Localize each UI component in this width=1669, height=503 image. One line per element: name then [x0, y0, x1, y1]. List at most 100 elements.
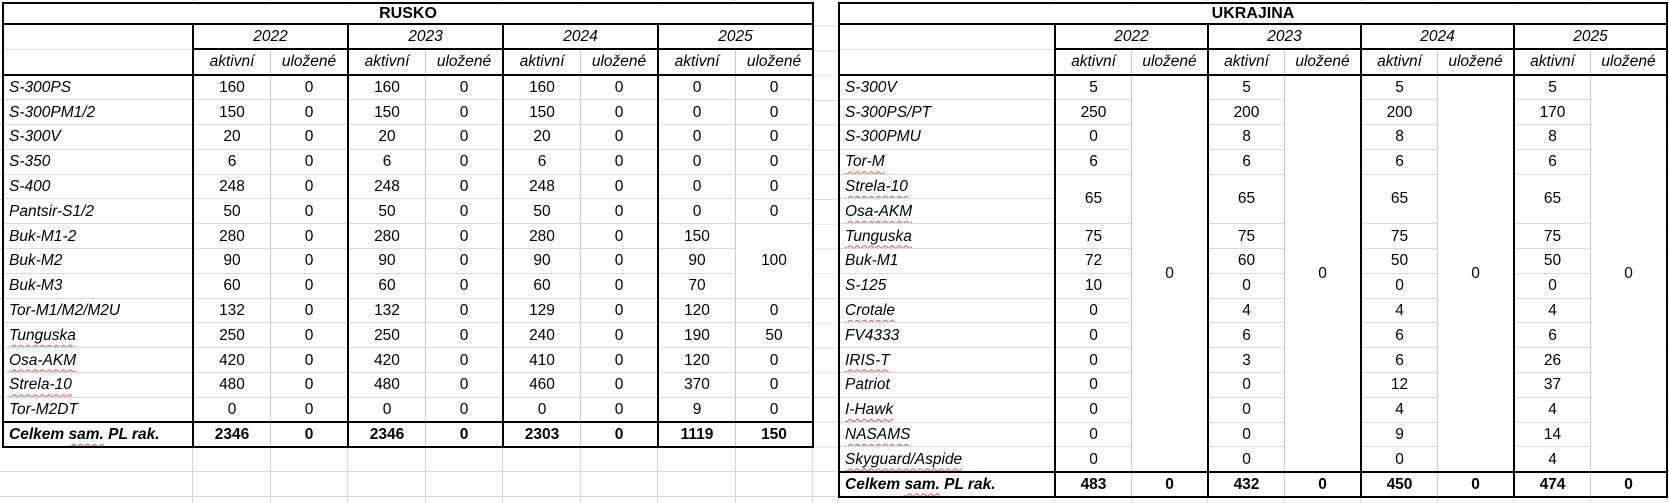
value-cell[interactable]: 0 [425, 99, 504, 126]
total-value-cell[interactable]: 1119 [658, 421, 736, 448]
col-header-ulozene-cell[interactable]: uložené [1437, 49, 1515, 76]
value-cell[interactable]: 37 [1514, 372, 1591, 398]
value-cell[interactable]: 240 [503, 322, 581, 349]
value-cell[interactable]: 6 [503, 149, 581, 175]
value-cell[interactable]: 14 [1514, 422, 1591, 448]
value-cell[interactable]: 0 [1055, 397, 1132, 423]
value-cell[interactable]: 8 [1361, 124, 1438, 150]
value-cell[interactable]: 370 [658, 372, 736, 398]
value-cell[interactable]: 0 [1361, 446, 1438, 473]
value-cell[interactable]: 0 [735, 298, 814, 324]
value-cell[interactable]: 0 [735, 149, 814, 175]
merged-value-cell[interactable]: 0 [1590, 75, 1668, 473]
value-cell[interactable]: 0 [580, 198, 659, 225]
col-header-ulozene-cell[interactable]: uložené [1590, 49, 1668, 76]
value-cell[interactable]: 4 [1208, 298, 1285, 324]
value-cell[interactable]: 8 [1208, 124, 1285, 150]
value-cell[interactable]: 0 [1055, 372, 1132, 398]
row-label-cell[interactable]: Pantsir-S1/2 [3, 198, 194, 225]
total-value-cell[interactable]: 2346 [348, 421, 426, 448]
value-cell[interactable]: 50 [503, 198, 581, 225]
total-value-cell[interactable]: 150 [735, 421, 814, 448]
value-cell[interactable]: 0 [580, 248, 659, 274]
value-cell[interactable]: 0 [270, 149, 349, 175]
year-header-cell[interactable]: 2022 [1055, 24, 1209, 50]
total-label-cell[interactable]: Celkem sam. PL rak. [3, 421, 194, 448]
value-cell[interactable]: 75 [1055, 223, 1132, 250]
total-label-cell[interactable]: Celkem sam. PL rak. [839, 470, 1056, 498]
value-cell[interactable]: 120 [658, 298, 736, 324]
value-cell[interactable]: 75 [1514, 223, 1591, 250]
value-cell[interactable]: 150 [503, 99, 581, 126]
value-cell[interactable]: 410 [503, 347, 581, 374]
value-cell[interactable]: 0 [1055, 422, 1132, 448]
value-cell[interactable]: 0 [270, 198, 349, 225]
value-cell[interactable]: 3 [1208, 347, 1285, 374]
col-header-ulozene-cell[interactable]: uložené [425, 49, 504, 76]
row-label-cell[interactable]: Skyguard/Aspide [839, 446, 1056, 473]
merged-value-cell[interactable]: 65 [1208, 174, 1285, 225]
value-cell[interactable]: 190 [658, 322, 736, 349]
value-cell[interactable]: 0 [1208, 446, 1285, 473]
col-header-aktivni-cell[interactable]: aktivní [1514, 49, 1591, 76]
value-cell[interactable]: 12 [1361, 372, 1438, 398]
row-label-cell[interactable]: S-300V [839, 75, 1056, 101]
row-label-cell[interactable]: Tor-M2DT [3, 397, 194, 423]
value-cell[interactable]: 72 [1055, 248, 1132, 274]
row-label-cell[interactable]: Osa-AKM [839, 198, 1056, 225]
col-header-aktivni-cell[interactable]: aktivní [193, 49, 271, 76]
value-cell[interactable]: 420 [348, 347, 426, 374]
value-cell[interactable]: 0 [425, 298, 504, 324]
value-cell[interactable]: 6 [1361, 347, 1438, 374]
value-cell[interactable]: 0 [658, 174, 736, 200]
value-cell[interactable]: 0 [270, 223, 349, 250]
value-cell[interactable]: 132 [193, 298, 271, 324]
value-cell[interactable]: 480 [193, 372, 271, 398]
row-label-cell[interactable]: Patriot [839, 372, 1056, 398]
value-cell[interactable]: 0 [658, 149, 736, 175]
col-header-ulozene-cell[interactable]: uložené [735, 49, 814, 76]
value-cell[interactable]: 90 [658, 248, 736, 274]
row-label-cell[interactable]: S-300PS/PT [839, 99, 1056, 126]
row-label-cell[interactable]: Tor-M1/M2/M2U [3, 298, 194, 324]
value-cell[interactable]: 129 [503, 298, 581, 324]
corner-cell[interactable] [839, 49, 1056, 76]
value-cell[interactable]: 0 [1055, 347, 1132, 374]
value-cell[interactable]: 0 [658, 99, 736, 126]
merged-value-cell[interactable]: 65 [1361, 174, 1438, 225]
value-cell[interactable]: 0 [425, 198, 504, 225]
value-cell[interactable]: 170 [1514, 99, 1591, 126]
value-cell[interactable]: 160 [193, 75, 271, 101]
value-cell[interactable]: 480 [348, 372, 426, 398]
value-cell[interactable]: 0 [270, 124, 349, 150]
total-value-cell[interactable]: 450 [1361, 470, 1438, 498]
value-cell[interactable]: 6 [1055, 149, 1132, 175]
value-cell[interactable]: 0 [270, 298, 349, 324]
value-cell[interactable]: 280 [503, 223, 581, 250]
year-header-cell[interactable]: 2024 [503, 24, 659, 50]
merged-value-cell[interactable]: 65 [1055, 174, 1132, 225]
value-cell[interactable]: 8 [1514, 124, 1591, 150]
value-cell[interactable]: 6 [1514, 322, 1591, 349]
value-cell[interactable]: 0 [1055, 298, 1132, 324]
value-cell[interactable]: 4 [1514, 397, 1591, 423]
value-cell[interactable]: 200 [1208, 99, 1285, 126]
value-cell[interactable]: 6 [1208, 149, 1285, 175]
col-header-ulozene-cell[interactable]: uložené [580, 49, 659, 76]
value-cell[interactable]: 0 [658, 75, 736, 101]
value-cell[interactable]: 0 [735, 372, 814, 398]
value-cell[interactable]: 0 [580, 124, 659, 150]
col-header-ulozene-cell[interactable]: uložené [270, 49, 349, 76]
value-cell[interactable]: 0 [1055, 446, 1132, 473]
value-cell[interactable]: 6 [1361, 322, 1438, 349]
value-cell[interactable]: 0 [425, 347, 504, 374]
value-cell[interactable]: 6 [1208, 322, 1285, 349]
merged-value-cell[interactable]: 0 [1284, 75, 1362, 473]
value-cell[interactable]: 50 [735, 322, 814, 349]
value-cell[interactable]: 248 [193, 174, 271, 200]
row-label-cell[interactable]: S-300V [3, 124, 194, 150]
value-cell[interactable]: 0 [348, 397, 426, 423]
value-cell[interactable]: 0 [270, 273, 349, 299]
row-label-cell[interactable]: I-Hawk [839, 397, 1056, 423]
value-cell[interactable]: 0 [580, 397, 659, 423]
